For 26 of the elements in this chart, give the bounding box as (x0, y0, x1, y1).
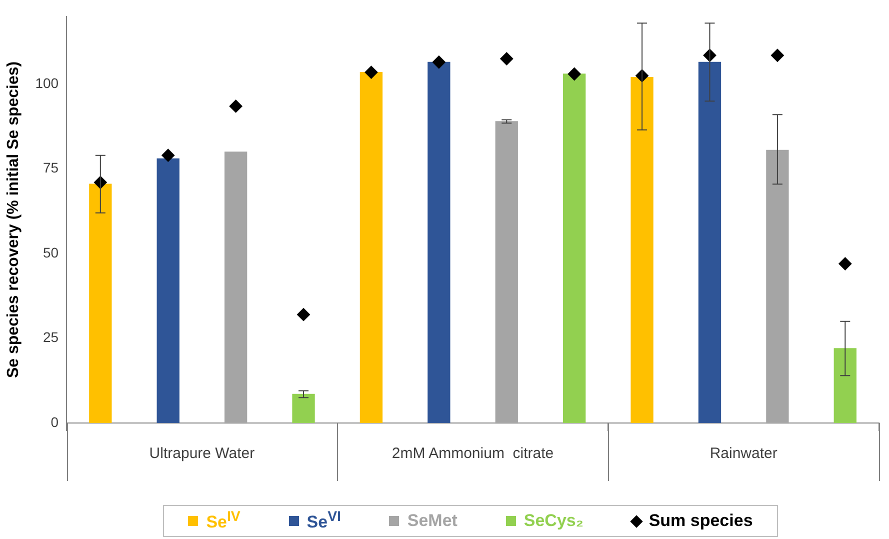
legend-label: Sum species (648, 511, 753, 531)
y-tick-label: 50 (42, 244, 59, 260)
bar (224, 152, 248, 423)
x-tick-label: Rainwater (710, 445, 778, 462)
bar (292, 394, 315, 423)
x-tick-label: 2mM Ammonium citrate (392, 445, 554, 462)
legend-label: SeCys₂ (524, 511, 584, 531)
legend-label: SeMet (407, 511, 458, 531)
y-tick-label: 25 (42, 329, 59, 346)
legend-label: Se$^{VI}$ (306, 509, 341, 533)
y-axis-title: Se species recovery (% initial Se species) (5, 61, 22, 378)
bar (156, 158, 180, 423)
legend-label: Se$^{IV}$ (206, 509, 240, 533)
bar (698, 62, 722, 423)
bar (766, 150, 789, 423)
bar (563, 74, 586, 423)
bar (89, 184, 112, 423)
bar (495, 121, 518, 423)
x-tick-label: Ultrapure Water (149, 445, 255, 462)
bar (834, 348, 856, 423)
bar (428, 62, 450, 423)
y-tick-label: 100 (35, 75, 59, 92)
bar (360, 72, 383, 423)
bar (630, 77, 654, 423)
y-tick-label: 75 (42, 160, 59, 176)
y-tick-label: 0 (50, 414, 59, 430)
